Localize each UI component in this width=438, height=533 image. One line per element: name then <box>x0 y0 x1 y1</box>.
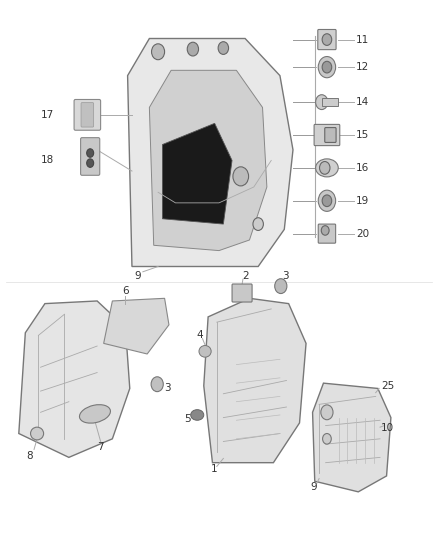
Text: 7: 7 <box>97 442 104 452</box>
Polygon shape <box>162 123 232 224</box>
Polygon shape <box>313 383 391 492</box>
Text: 10: 10 <box>381 423 394 433</box>
Text: 9: 9 <box>311 481 317 491</box>
Text: 6: 6 <box>122 286 129 296</box>
FancyBboxPatch shape <box>81 138 100 175</box>
Text: 3: 3 <box>165 383 171 393</box>
Circle shape <box>187 42 198 56</box>
Text: 15: 15 <box>356 130 369 140</box>
Circle shape <box>321 225 329 235</box>
Text: 20: 20 <box>356 229 369 239</box>
Circle shape <box>321 405 333 419</box>
Circle shape <box>322 61 332 73</box>
Circle shape <box>233 167 249 186</box>
FancyBboxPatch shape <box>81 103 94 127</box>
Circle shape <box>218 42 229 54</box>
Text: 8: 8 <box>26 451 33 461</box>
Circle shape <box>318 56 336 78</box>
Polygon shape <box>204 298 306 463</box>
Text: 12: 12 <box>356 62 369 72</box>
Text: 16: 16 <box>356 163 369 173</box>
Text: 11: 11 <box>356 35 369 45</box>
FancyBboxPatch shape <box>325 127 336 142</box>
Bar <box>322 99 338 106</box>
Circle shape <box>87 149 94 157</box>
Circle shape <box>316 95 328 110</box>
Polygon shape <box>149 70 267 251</box>
Ellipse shape <box>191 410 204 420</box>
Ellipse shape <box>79 405 110 423</box>
Text: 9: 9 <box>134 271 141 280</box>
Circle shape <box>322 195 332 207</box>
Text: 5: 5 <box>184 414 191 424</box>
Circle shape <box>322 433 331 444</box>
FancyBboxPatch shape <box>318 224 336 243</box>
FancyBboxPatch shape <box>318 29 336 50</box>
Circle shape <box>152 44 165 60</box>
Ellipse shape <box>31 427 44 440</box>
Text: 17: 17 <box>41 110 54 120</box>
Text: 3: 3 <box>282 271 289 281</box>
Circle shape <box>320 161 330 174</box>
Ellipse shape <box>199 345 211 357</box>
Text: 18: 18 <box>41 156 54 165</box>
Circle shape <box>275 279 287 294</box>
Text: 25: 25 <box>381 381 394 391</box>
FancyBboxPatch shape <box>314 124 340 146</box>
Circle shape <box>87 159 94 167</box>
Circle shape <box>253 217 263 230</box>
Circle shape <box>318 190 336 212</box>
Text: 19: 19 <box>356 196 369 206</box>
Polygon shape <box>104 298 169 354</box>
Polygon shape <box>19 301 130 457</box>
Circle shape <box>151 377 163 392</box>
Ellipse shape <box>316 159 338 177</box>
Polygon shape <box>127 38 293 266</box>
FancyBboxPatch shape <box>74 100 101 130</box>
Circle shape <box>322 34 332 45</box>
Text: 2: 2 <box>242 271 248 281</box>
Text: 14: 14 <box>356 97 369 107</box>
Text: 4: 4 <box>196 330 203 341</box>
FancyBboxPatch shape <box>232 284 252 302</box>
Text: 1: 1 <box>211 464 217 474</box>
